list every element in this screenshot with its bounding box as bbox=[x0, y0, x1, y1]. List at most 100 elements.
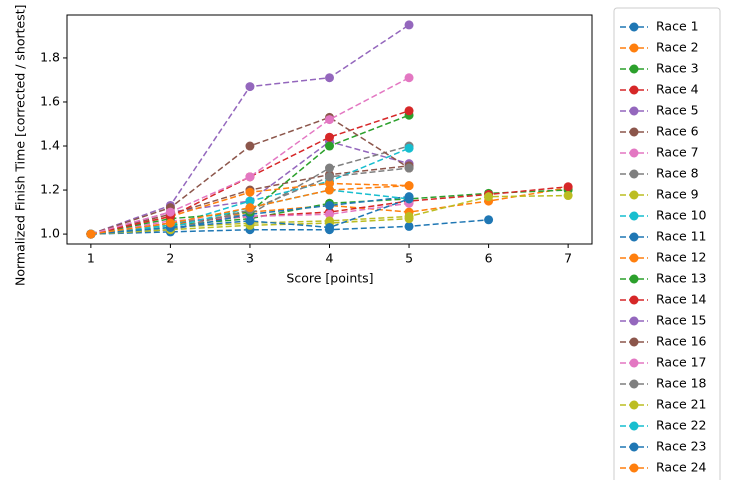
data-point bbox=[245, 172, 255, 182]
y-tick-label: 1.0 bbox=[40, 226, 60, 241]
x-tick-label: 1 bbox=[87, 251, 95, 266]
legend-marker bbox=[629, 358, 639, 368]
x-tick-label: 3 bbox=[246, 251, 254, 266]
legend-marker bbox=[629, 85, 639, 95]
legend-label: Race 24 bbox=[656, 460, 707, 475]
legend-marker bbox=[629, 64, 639, 74]
data-point bbox=[325, 73, 334, 83]
data-point bbox=[404, 73, 414, 83]
legend-label: Race 10 bbox=[656, 208, 707, 223]
plot-frame bbox=[66, 14, 593, 245]
data-point bbox=[325, 185, 334, 195]
x-tick-label: 4 bbox=[326, 251, 334, 266]
series-line bbox=[90, 110, 410, 235]
data-point bbox=[325, 172, 334, 182]
legend-label: Race 2 bbox=[656, 40, 699, 55]
legend-marker bbox=[629, 43, 639, 53]
data-point bbox=[245, 82, 255, 92]
x-axis-label: Score [points] bbox=[286, 271, 373, 286]
data-point bbox=[325, 163, 334, 173]
series-line bbox=[90, 202, 410, 235]
legend-marker bbox=[629, 379, 639, 389]
y-tick-label: 1.2 bbox=[40, 182, 60, 197]
data-point bbox=[404, 214, 414, 224]
data-point bbox=[325, 222, 334, 232]
legend-marker bbox=[629, 22, 639, 32]
legend-label: Race 23 bbox=[656, 439, 707, 454]
series-line bbox=[90, 219, 489, 235]
legend-label: Race 8 bbox=[656, 166, 699, 181]
legend-marker bbox=[629, 232, 639, 242]
legend-label: Race 22 bbox=[656, 418, 707, 433]
data-point bbox=[325, 141, 334, 151]
legend-marker bbox=[629, 148, 639, 158]
data-point bbox=[325, 115, 334, 125]
data-point bbox=[325, 178, 334, 188]
legend-marker bbox=[629, 211, 639, 221]
data-point bbox=[404, 221, 414, 231]
data-point bbox=[484, 192, 494, 202]
legend-label: Race 6 bbox=[656, 124, 699, 139]
legend-marker bbox=[629, 169, 639, 179]
series-line bbox=[90, 77, 410, 235]
data-point bbox=[404, 106, 414, 116]
legend-marker bbox=[629, 190, 639, 200]
series-line bbox=[90, 145, 410, 235]
data-point bbox=[245, 196, 255, 206]
legend-label: Race 3 bbox=[656, 61, 699, 76]
legend-box bbox=[613, 7, 721, 480]
legend-label: Race 14 bbox=[656, 292, 707, 307]
y-tick-label: 1.8 bbox=[40, 49, 60, 64]
legend-label: Race 1 bbox=[656, 19, 699, 34]
data-point bbox=[404, 194, 414, 204]
data-point bbox=[404, 20, 414, 30]
legend-label: Race 13 bbox=[656, 271, 707, 286]
legend-label: Race 7 bbox=[656, 145, 699, 160]
legend-marker bbox=[629, 127, 639, 137]
x-tick-label: 5 bbox=[405, 251, 413, 266]
legend-label: Race 16 bbox=[656, 334, 707, 349]
data-point bbox=[245, 187, 255, 197]
legend-marker bbox=[629, 295, 639, 305]
data-point bbox=[245, 216, 255, 226]
data-point bbox=[563, 182, 573, 192]
series-line bbox=[90, 114, 410, 235]
y-tick-label: 1.6 bbox=[40, 93, 60, 108]
legend-label: Race 18 bbox=[656, 376, 707, 391]
data-point bbox=[165, 207, 175, 217]
legend-marker bbox=[629, 274, 639, 284]
legend-marker bbox=[629, 463, 639, 473]
legend-marker bbox=[629, 337, 639, 347]
x-tick-label: 2 bbox=[166, 251, 174, 266]
legend-label: Race 12 bbox=[656, 250, 707, 265]
data-point bbox=[563, 191, 573, 201]
series-line bbox=[90, 167, 410, 235]
data-point bbox=[325, 200, 334, 210]
data-point bbox=[86, 229, 96, 239]
data-point bbox=[404, 143, 414, 153]
data-point bbox=[325, 209, 334, 219]
legend-label: Race 21 bbox=[656, 397, 707, 412]
legend-marker bbox=[629, 316, 639, 326]
legend-marker bbox=[629, 253, 639, 263]
data-point bbox=[165, 218, 175, 228]
series-line bbox=[90, 217, 410, 235]
legend-label: Race 5 bbox=[656, 103, 699, 118]
legend-label: Race 17 bbox=[656, 355, 707, 370]
data-point bbox=[404, 163, 414, 173]
y-tick-label: 1.4 bbox=[40, 138, 60, 153]
legend-marker bbox=[629, 421, 639, 431]
legend-marker bbox=[629, 106, 639, 116]
data-point bbox=[245, 141, 255, 151]
legend-label: Race 9 bbox=[656, 187, 699, 202]
data-point bbox=[245, 203, 255, 213]
legend-marker bbox=[629, 442, 639, 452]
legend-label: Race 11 bbox=[656, 229, 707, 244]
data-point bbox=[404, 181, 414, 191]
legend-marker bbox=[629, 400, 639, 410]
legend-label: Race 4 bbox=[656, 82, 699, 97]
data-point bbox=[484, 215, 494, 225]
y-axis-label: Normalized Finish Time [corrected / shor… bbox=[13, 4, 28, 286]
x-tick-label: 7 bbox=[564, 251, 572, 266]
